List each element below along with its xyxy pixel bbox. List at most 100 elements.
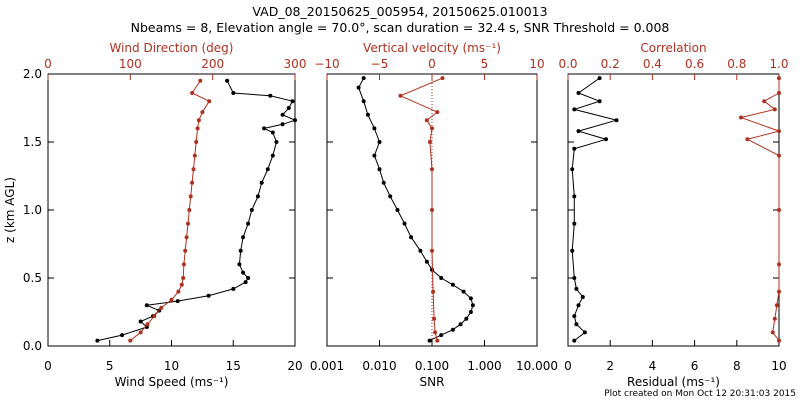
data-point-red (128, 338, 133, 343)
data-point-black (246, 276, 251, 280)
data-point-black (270, 153, 275, 158)
data-point-red (195, 126, 200, 131)
x-tick-label: 5 (106, 359, 114, 373)
top-x-tick-label: 0.2 (601, 57, 620, 71)
data-point-red (159, 305, 164, 310)
data-point-red (432, 316, 437, 321)
series-line-black (358, 77, 474, 342)
data-point-black (572, 146, 577, 151)
data-point-red (777, 338, 781, 343)
top-axis-title: Wind Direction (deg) (110, 41, 234, 55)
data-point-black (95, 338, 100, 343)
data-point-black (262, 126, 267, 131)
x-axis-title: SNR (420, 375, 445, 389)
data-point-red (188, 194, 193, 199)
data-point-red (430, 248, 434, 253)
top-x-tick-label: 1.0 (769, 57, 788, 71)
top-x-tick-label: 5 (481, 57, 489, 71)
data-point-red (190, 91, 195, 95)
data-point-black (280, 122, 285, 127)
data-point-black (574, 286, 579, 291)
data-point-black (243, 280, 248, 285)
x-tick-label: 15 (226, 359, 241, 373)
data-point-red (183, 248, 188, 253)
data-point-red (200, 110, 205, 115)
data-point-black (470, 303, 475, 308)
top-x-tick-label: 0 (428, 57, 436, 71)
data-point-black (572, 221, 577, 226)
data-point-black (286, 106, 291, 110)
data-point-red (191, 167, 196, 172)
data-point-black (461, 289, 466, 294)
data-point-black (265, 167, 270, 172)
x-tick-label: 10.000 (516, 359, 558, 373)
data-point-black (206, 293, 211, 298)
data-point-black (402, 221, 407, 226)
plot-created-footnote: Plot created on Mon Oct 12 20:31:03 2015 (604, 389, 796, 399)
data-point-black (570, 248, 575, 253)
figure-subtitle: Nbeams = 8, Elevation angle = 70.0°, sca… (131, 20, 670, 35)
data-point-red (430, 126, 434, 131)
data-point-black (361, 99, 366, 104)
y-tick-label: 0.0 (23, 339, 42, 353)
data-point-red (398, 93, 403, 98)
data-point-black (572, 338, 577, 343)
data-point-red (194, 140, 199, 144)
data-point-black (464, 316, 469, 321)
data-point-black (175, 299, 180, 304)
data-point-red (152, 314, 157, 319)
data-point-red (179, 282, 184, 287)
data-point-black (572, 194, 577, 199)
data-point-red (190, 180, 195, 185)
x-tick-label: 4 (649, 359, 657, 373)
data-point-black (570, 167, 575, 172)
data-point-black (237, 262, 242, 267)
data-point-black (372, 126, 377, 131)
data-point-black (395, 208, 400, 212)
data-point-black (576, 303, 581, 308)
data-point-red (770, 330, 775, 335)
data-point-black (280, 112, 285, 117)
series-line-red (399, 77, 443, 341)
x-axis-title: Wind Speed (ms⁻¹) (115, 375, 229, 389)
data-point-red (739, 115, 743, 120)
data-point-red (777, 129, 781, 134)
data-point-red (184, 235, 189, 240)
top-x-tick-label: 0.4 (643, 57, 662, 71)
data-point-red (198, 78, 203, 83)
data-point-black (231, 286, 236, 291)
x-tick-label: 20 (287, 359, 302, 373)
y-tick-label: 1.5 (23, 135, 42, 149)
data-point-red (181, 276, 186, 280)
data-point-red (176, 289, 181, 294)
data-point-red (430, 167, 434, 172)
top-x-tick-label: 200 (201, 57, 224, 71)
y-axis-title: z (km AGL) (3, 177, 17, 243)
series-line-red (739, 78, 781, 341)
data-point-red (430, 208, 434, 212)
x-axis-title: Residual (ms⁻¹) (627, 375, 720, 389)
data-point-red (777, 76, 781, 81)
data-point-black (576, 129, 581, 134)
data-point-black (255, 194, 260, 199)
data-point-red (145, 322, 150, 327)
data-point-black (241, 235, 246, 240)
x-tick-label: 10 (164, 359, 179, 373)
data-point-black (468, 310, 473, 314)
series-line-black (97, 80, 297, 342)
top-x-tick-label: 300 (284, 57, 307, 71)
data-point-black (468, 296, 473, 301)
top-x-tick-label: −10 (314, 57, 339, 71)
data-point-black (580, 295, 585, 299)
data-point-black (274, 140, 279, 144)
data-point-red (440, 76, 445, 81)
data-point-black (377, 167, 382, 172)
data-point-black (409, 235, 414, 240)
top-x-tick-label: −5 (371, 57, 389, 71)
data-point-red (427, 140, 432, 144)
data-point-red (777, 262, 781, 267)
y-tick-label: 0.5 (23, 271, 42, 285)
top-x-tick-label: 10 (529, 57, 544, 71)
